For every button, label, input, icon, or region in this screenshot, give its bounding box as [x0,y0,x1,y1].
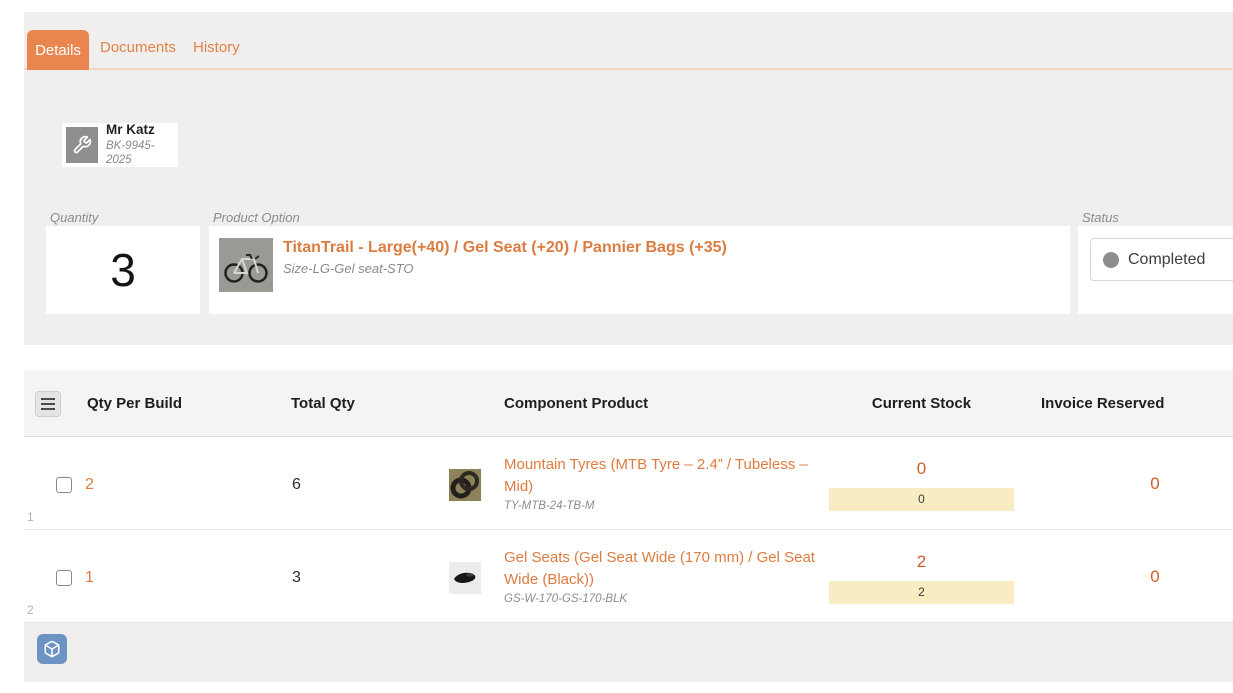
product-option-text: TitanTrail - Large(+40) / Gel Seat (+20)… [283,238,727,292]
customer-card[interactable]: Mr Katz BK-9945-2025 [62,122,178,168]
current-stock-value: 2 [916,552,927,571]
qty-per-build-value[interactable]: 2 [85,476,94,493]
tyre-thumbnail [449,469,481,501]
component-product-link[interactable]: Mountain Tyres (MTB Tyre – 2.4” / Tubele… [504,456,808,495]
table-header: Qty Per Build Total Qty Component Produc… [24,370,1233,437]
bike-thumbnail [219,238,273,292]
details-panel: Details Documents History Mr Katz BK-994… [24,12,1233,345]
stock-highlight-bar: 2 [829,581,1014,604]
tab-history[interactable]: History [193,39,240,56]
product-option-link[interactable]: TitanTrail - Large(+40) / Gel Seat (+20)… [283,239,727,256]
stock-highlight-bar: 0 [829,488,1014,511]
total-qty-value: 6 [292,476,301,493]
table-footer [24,623,1233,682]
product-variant-code: Size-LG-Gel seat-STO [283,261,414,276]
customer-name: Mr Katz [106,122,155,138]
tab-bar: Details Documents History [24,12,1233,70]
column-header-total-qty: Total Qty [291,395,355,412]
row-index: 2 [27,603,34,617]
column-header-current-stock: Current Stock [871,395,972,412]
product-option-label: Product Option [213,210,300,225]
total-qty-value: 3 [292,569,301,586]
invoice-reserved-value: 0 [1150,567,1160,586]
hamburger-menu-icon[interactable] [35,391,61,417]
status-field-box: Completed [1078,226,1233,314]
status-value: Completed [1128,250,1206,268]
components-table: Qty Per Build Total Qty Component Produc… [24,370,1233,682]
status-dropdown[interactable]: Completed [1090,238,1233,281]
tab-documents[interactable]: Documents [100,39,176,56]
package-cube-icon [44,640,60,658]
wrench-icon [66,127,98,163]
column-header-component-product: Component Product [504,395,649,412]
table-row: 1 3 Gel Seats (Gel Seat Wide (170 mm) / … [24,530,1233,623]
table-row: 2 6 Mountain Tyres (MTB Tyre – 2.4” / Tu… [24,437,1233,530]
invoice-reserved-value: 0 [1150,474,1160,493]
customer-info: Mr Katz BK-9945-2025 [106,122,174,168]
row-checkbox[interactable] [56,570,72,586]
column-header-invoice-reserved: Invoice Reserved [1041,395,1165,412]
component-product-link[interactable]: Gel Seats (Gel Seat Wide (170 mm) / Gel … [504,549,815,588]
add-component-button[interactable] [37,634,67,664]
product-option-box: TitanTrail - Large(+40) / Gel Seat (+20)… [209,226,1070,314]
tab-details[interactable]: Details [27,30,89,70]
gel-seat-thumbnail [449,562,481,594]
status-label: Status [1082,210,1119,225]
row-checkbox[interactable] [56,477,72,493]
quantity-label: Quantity [50,210,99,225]
component-sku: TY-MTB-24-TB-M [504,500,595,512]
quantity-value-box[interactable]: 3 [46,226,200,314]
qty-per-build-value[interactable]: 1 [85,569,94,586]
component-sku: GS-W-170-GS-170-BLK [504,593,628,605]
status-dot-icon [1103,251,1119,268]
current-stock-value: 0 [916,459,927,478]
order-number: BK-9945-2025 [106,140,155,167]
row-index: 1 [27,510,34,524]
column-header-qty-per-build: Qty Per Build [87,395,183,412]
